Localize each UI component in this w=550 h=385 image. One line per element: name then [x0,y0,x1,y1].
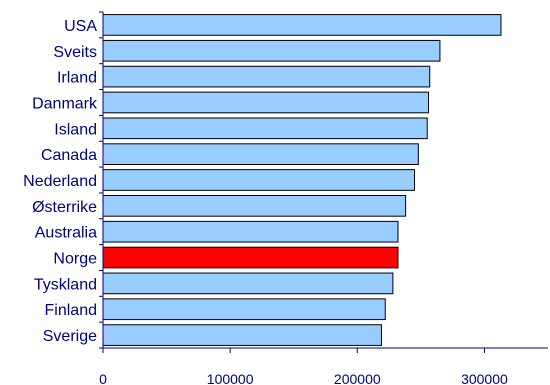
category-label: Sveits [53,44,97,61]
x-tick-label: 200000 [334,371,381,385]
bar-nederland [102,169,415,191]
category-label: Irland [57,70,97,87]
category-label: Østerrike [32,199,97,216]
bar-irland [102,65,431,88]
plot-area: USA Sveits Irland Danmark Island Canada Nederl… [23,11,548,385]
bar-finland [102,298,386,321]
category-label: Norge [53,251,97,268]
category-label: Island [54,121,97,138]
category-label: Canada [41,147,97,164]
bar-danmark [102,91,429,114]
category-label: Sverige [43,328,97,345]
bar-usa [102,14,502,36]
category-label: Nederland [23,173,97,190]
category-label: USA [64,18,97,35]
bar-østerrike [102,195,407,217]
bar-sverige [102,324,382,346]
category-label: Tyskland [34,276,97,293]
category-label: Australia [35,225,97,242]
bar-norge [102,246,399,269]
x-tick-label: 300000 [461,371,508,385]
x-tick-label: 100000 [207,371,254,385]
bar-island [102,117,428,140]
category-label: Finland [45,302,97,319]
bar-canada [102,143,419,165]
bar-australia [102,220,399,243]
category-label: Danmark [32,95,98,112]
bar-sveits [102,39,441,62]
bar-tyskland [102,272,394,295]
x-tick-label: 0 [99,371,107,385]
